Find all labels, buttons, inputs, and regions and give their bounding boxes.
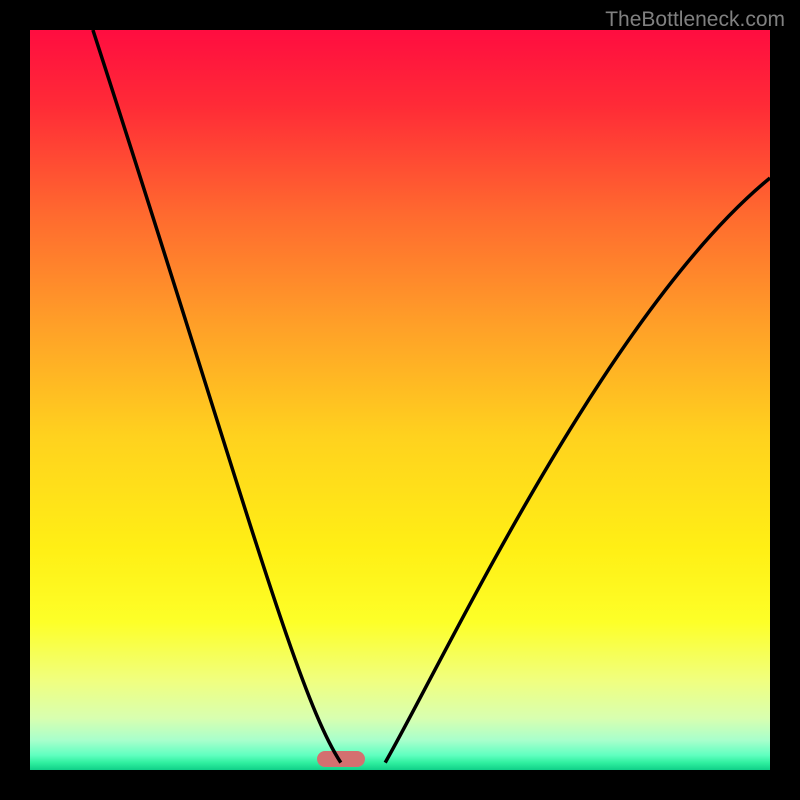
watermark-text: TheBottleneck.com [605, 8, 785, 32]
bottleneck-curve [30, 30, 770, 770]
plot-area [30, 30, 770, 770]
